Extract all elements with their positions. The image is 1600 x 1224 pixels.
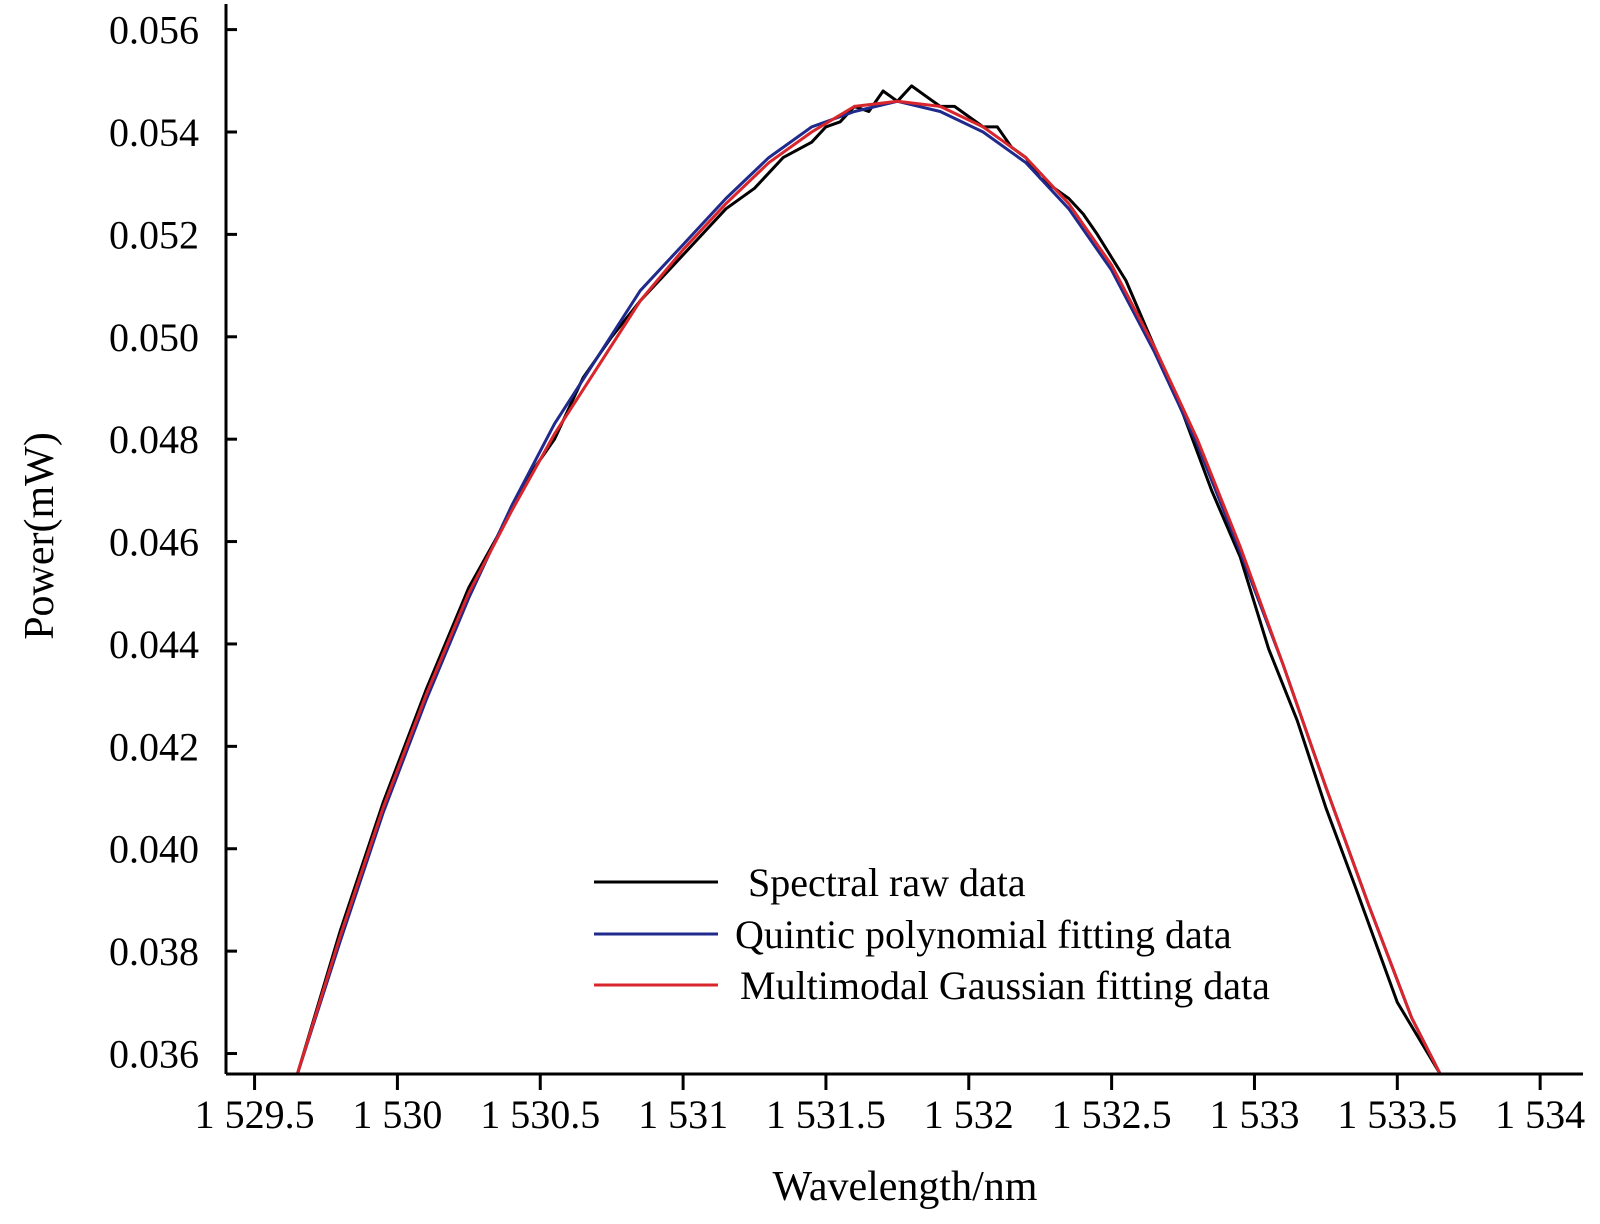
legend-label-2: Quintic polynomial fitting data <box>735 912 1232 957</box>
legend: Spectral raw data Quintic polynomial fitt… <box>594 860 1270 1008</box>
series-line-3 <box>295 99 1442 1074</box>
y-tick-label: 0.050 <box>109 315 199 360</box>
y-tick-label: 0.044 <box>109 622 199 667</box>
y-tick-label: 0.048 <box>109 417 199 462</box>
x-tick-label: 1 533 <box>1209 1092 1299 1137</box>
x-tick-label: 1 530.5 <box>480 1092 600 1137</box>
x-tick-label: 1 532.5 <box>1052 1092 1172 1137</box>
y-tick-label: 0.040 <box>109 827 199 872</box>
x-tick-label: 1 534 <box>1495 1092 1585 1137</box>
x-tick-label: 1 529.5 <box>195 1092 315 1137</box>
y-tick-label: 0.036 <box>109 1032 199 1077</box>
x-tick-label: 1 530 <box>352 1092 442 1137</box>
x-tick-label: 1 531.5 <box>766 1092 886 1137</box>
y-tick-label: 0.046 <box>109 520 199 565</box>
y-tick-label: 0.038 <box>109 929 199 974</box>
legend-label-3: Multimodal Gaussian fitting data <box>740 963 1270 1008</box>
x-tick-label: 1 531 <box>638 1092 728 1137</box>
y-axis-title: Power(mW) <box>17 432 63 640</box>
plot-area <box>295 84 1442 1074</box>
x-axis-title: Wavelength/nm <box>773 1164 1038 1210</box>
y-tick-label: 0.056 <box>109 8 199 53</box>
x-tick-label: 1 532 <box>924 1092 1014 1137</box>
y-tick-label: 0.042 <box>109 724 199 769</box>
x-tick-label: 1 533.5 <box>1337 1092 1457 1137</box>
y-tick-label: 0.052 <box>109 212 199 257</box>
axes: 0.036 0.038 0.040 0.042 0.044 0.046 0.048 0.050… <box>109 4 1585 1137</box>
y-tick-label: 0.054 <box>109 110 199 155</box>
legend-label-1: Spectral raw data <box>748 860 1026 905</box>
